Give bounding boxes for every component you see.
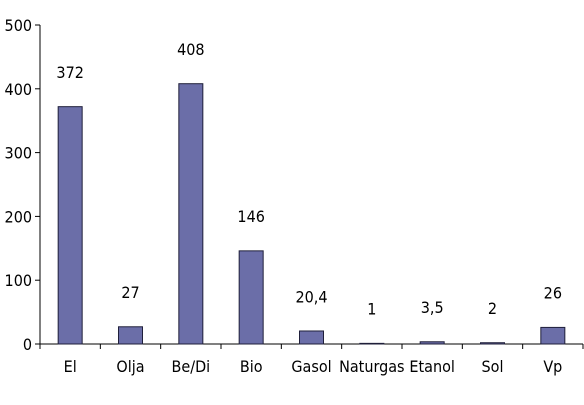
category-label: Etanol <box>409 357 454 376</box>
data-label: 26 <box>544 284 562 303</box>
bar-el <box>57 106 83 345</box>
category-label: Olja <box>116 357 144 376</box>
bar-etanol <box>419 341 445 345</box>
category-label: Naturgas <box>339 357 404 376</box>
bars <box>57 83 566 345</box>
bar-olja <box>118 326 143 345</box>
data-label: 20,4 <box>295 287 327 306</box>
y-tick-label: 400 <box>5 80 32 99</box>
category-label: Sol <box>482 357 504 376</box>
data-label: 3,5 <box>421 298 444 317</box>
category-label: Gasol <box>291 357 331 376</box>
bar-bio <box>238 250 264 345</box>
data-label: 372 <box>56 63 83 82</box>
y-tick-label: 500 <box>5 16 32 35</box>
data-label: 146 <box>237 207 264 226</box>
bar-naturgas <box>359 342 385 345</box>
data-label: 408 <box>177 40 204 59</box>
bar-sol <box>480 342 505 345</box>
data-label: 1 <box>367 300 376 319</box>
category-label: Bio <box>240 357 263 376</box>
bar-be-di <box>178 83 204 345</box>
y-tick-label: 200 <box>5 207 32 226</box>
data-label: 2 <box>488 299 497 318</box>
labels: 0 100 200 300 400 500 372 El 27 Olja 408 Be/Di 146 Bi… <box>5 16 563 376</box>
y-tick-label: 300 <box>5 144 32 163</box>
data-label: 27 <box>121 283 139 302</box>
bar-gasol <box>299 330 324 345</box>
y-tick-label: 100 <box>5 271 32 290</box>
category-label: Be/Di <box>171 357 210 376</box>
category-label: El <box>64 357 77 376</box>
y-tick-label: 0 <box>23 335 32 354</box>
category-label: Vp <box>543 357 562 376</box>
bar-vp <box>540 326 566 345</box>
